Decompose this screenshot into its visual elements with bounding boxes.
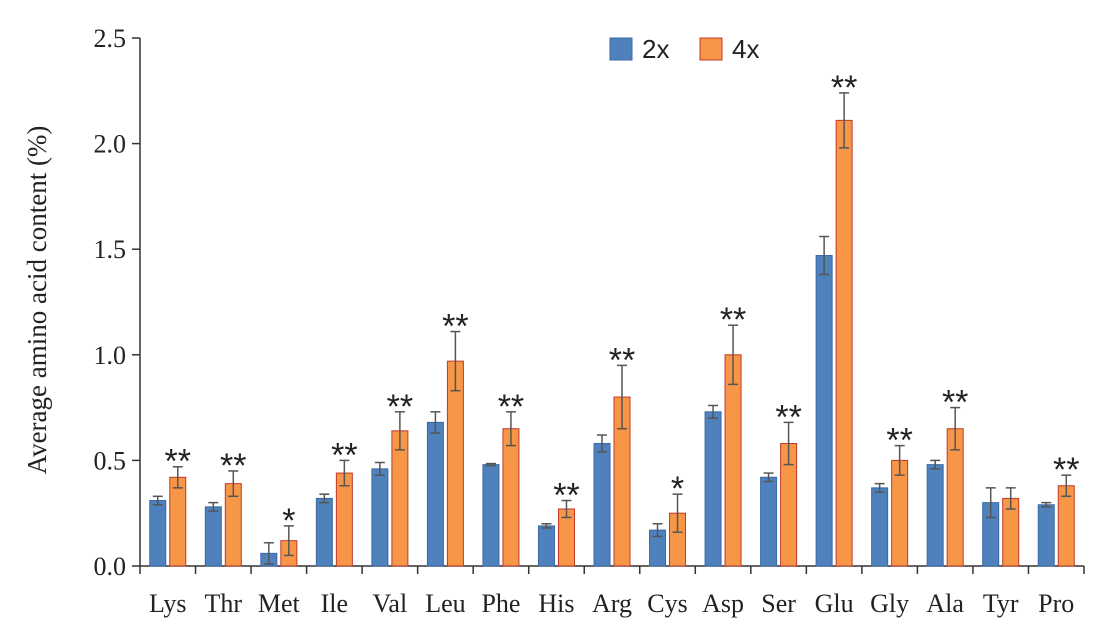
significance-marker: ** xyxy=(165,443,191,481)
legend-label-2x: 2x xyxy=(642,34,669,64)
bar-4x-lys xyxy=(169,476,187,567)
legend-swatch-4x xyxy=(699,37,723,61)
bar-2x-gly xyxy=(871,487,889,567)
bar-2x-ser xyxy=(760,476,778,567)
category-label: Ala xyxy=(926,589,964,618)
significance-marker: ** xyxy=(609,341,635,379)
y-tick-label: 0.0 xyxy=(94,552,127,581)
category-label: Pro xyxy=(1038,589,1074,618)
bar-4x-leu xyxy=(446,360,464,567)
category-label: Arg xyxy=(592,589,632,618)
bar-2x-asp xyxy=(704,411,722,567)
bar-2x-val xyxy=(371,468,389,567)
category-label: Ser xyxy=(761,589,796,618)
bar-4x-asp xyxy=(724,354,742,567)
bar-2x-leu xyxy=(426,421,444,567)
category-label: Leu xyxy=(425,589,465,618)
bar-2x-his xyxy=(537,525,555,567)
category-label: Gly xyxy=(870,589,909,618)
significance-marker: ** xyxy=(1053,451,1079,489)
significance-marker: ** xyxy=(831,69,857,107)
category-label: Tyr xyxy=(983,589,1019,618)
category-label: Thr xyxy=(205,589,243,618)
significance-marker: * xyxy=(671,470,684,508)
bar-4x-phe xyxy=(502,428,520,567)
bar-4x-val xyxy=(391,430,409,567)
bar-2x-arg xyxy=(593,443,611,567)
significance-marker: ** xyxy=(720,301,746,339)
legend-label-4x: 4x xyxy=(732,34,759,64)
bar-2x-phe xyxy=(482,464,500,567)
significance-marker: ** xyxy=(942,384,968,422)
y-tick-label: 2.0 xyxy=(94,130,127,159)
y-axis-label: Average amino acid content (%) xyxy=(22,126,52,475)
legend: 2x 4x xyxy=(609,34,759,64)
bar-2x-pro xyxy=(1037,504,1055,567)
bar-2x-ala xyxy=(926,464,944,567)
y-tick-label: 1.5 xyxy=(94,235,127,264)
bar-4x-ile xyxy=(335,472,353,567)
y-tick-label: 2.5 xyxy=(94,24,127,53)
labels: Lys ** Thr ** Met * Ile ** Val ** Leu ** Phe ** His ** A… xyxy=(149,69,1079,618)
significance-marker: ** xyxy=(775,398,801,436)
bar-2x-glu xyxy=(815,255,833,567)
category-label: Ile xyxy=(321,589,348,618)
y-tick-label: 0.5 xyxy=(94,446,127,475)
y-tick-label: 1.0 xyxy=(94,341,127,370)
category-label: His xyxy=(538,589,574,618)
significance-marker: ** xyxy=(442,308,468,346)
category-label: Asp xyxy=(702,589,744,618)
significance-marker: ** xyxy=(886,422,912,460)
bar-2x-lys xyxy=(149,500,167,567)
bar-4x-pro xyxy=(1057,485,1075,567)
legend-swatch-2x xyxy=(609,37,633,61)
significance-marker: ** xyxy=(331,436,357,474)
bar-2x-ile xyxy=(315,497,333,567)
category-label: Val xyxy=(373,589,408,618)
category-label: Lys xyxy=(149,589,187,618)
bar-4x-glu xyxy=(835,119,853,567)
significance-marker: ** xyxy=(498,388,524,426)
bar-2x-thr xyxy=(204,506,222,567)
bars xyxy=(149,92,1075,567)
category-label: Cys xyxy=(647,589,687,618)
category-label: Phe xyxy=(481,589,520,618)
significance-marker: ** xyxy=(387,388,413,426)
significance-marker: ** xyxy=(553,477,579,515)
category-label: Glu xyxy=(815,589,854,618)
significance-marker: * xyxy=(282,502,295,540)
axes: 0.0 0.5 1.0 1.5 2.0 2.5 xyxy=(94,24,1085,581)
category-label: Met xyxy=(258,589,301,618)
significance-marker: ** xyxy=(220,447,246,485)
bar-4x-gly xyxy=(891,459,909,567)
